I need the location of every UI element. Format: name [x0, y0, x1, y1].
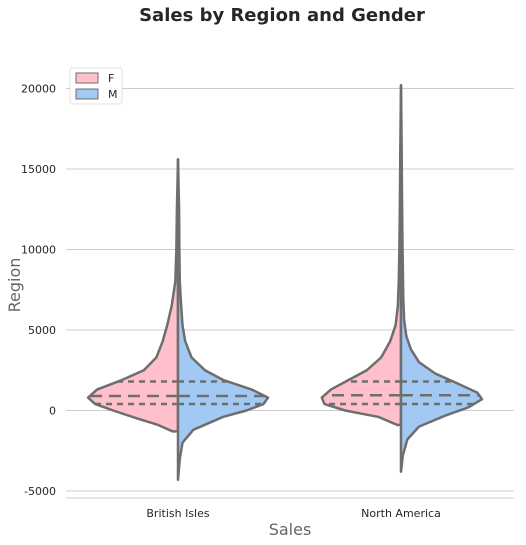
violin-half-f [86, 158, 180, 433]
x-tick-label: British Isles [146, 507, 209, 520]
chart-title: Sales by Region and Gender [139, 5, 425, 26]
y-axis-label: Region [5, 258, 24, 313]
x-tick-labels: British Isles North America [146, 507, 440, 520]
y-tick-label: 15000 [21, 163, 56, 176]
y-tick-label: -5000 [24, 485, 56, 498]
legend-swatch-m [75, 88, 99, 100]
violin-half-m [399, 84, 484, 473]
violin-half-m [176, 158, 270, 481]
violin-half-f [320, 84, 403, 427]
legend-swatch-f [75, 72, 99, 84]
y-tick-label: 0 [49, 405, 56, 418]
violins [86, 84, 484, 481]
legend: F M [69, 67, 123, 105]
y-tick-labels: -5000 0 5000 10000 15000 20000 [21, 83, 56, 499]
x-tick-label: North America [361, 507, 441, 520]
y-tick-label: 20000 [21, 83, 56, 96]
x-axis-label: Sales [269, 520, 312, 539]
y-tick-label: 5000 [28, 324, 56, 337]
legend-label-f: F [108, 72, 114, 85]
legend-label-m: M [108, 88, 118, 101]
y-tick-label: 10000 [21, 244, 56, 257]
grid-lines [66, 88, 514, 492]
